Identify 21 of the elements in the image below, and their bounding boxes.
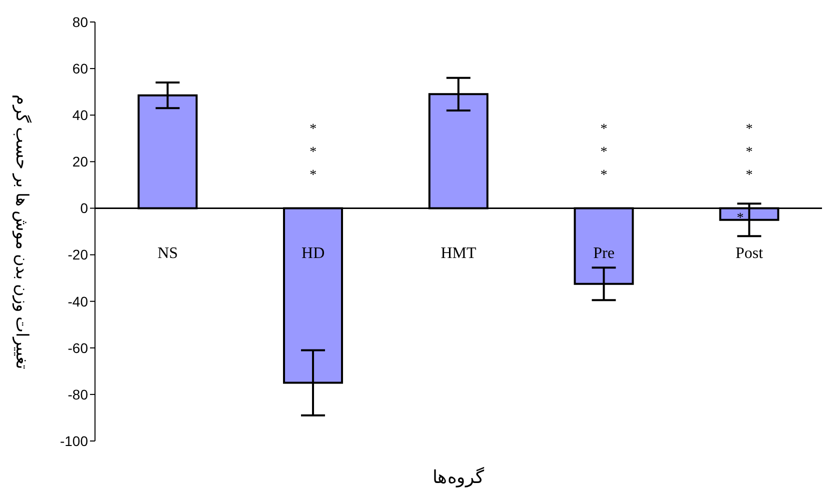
y-axis-title: تغییرات وزن بدن موش ها بر حسب گرم xyxy=(12,94,32,369)
y-tick-label: -40 xyxy=(68,293,88,310)
annotation: *** xyxy=(746,122,753,184)
x-axis-title: گروه‌ها xyxy=(432,466,484,488)
x-tick-label: HMT xyxy=(440,245,476,262)
y-tick-label: -80 xyxy=(68,386,88,402)
y-tick-label: -60 xyxy=(68,340,88,356)
y-tick-label: 0 xyxy=(80,200,88,216)
y-tick-label: 80 xyxy=(72,14,88,30)
y-tick-label: -20 xyxy=(68,246,88,263)
x-tick-label: Pre xyxy=(593,245,615,262)
y-tick-label: 20 xyxy=(72,154,88,170)
annotation: *** xyxy=(310,122,317,184)
x-tick-label: NS xyxy=(157,245,178,262)
annotation: * xyxy=(736,210,744,226)
y-tick-label: 60 xyxy=(72,60,88,77)
y-tick-label: -100 xyxy=(60,432,88,449)
x-tick-label: Post xyxy=(736,245,764,262)
annotation: *** xyxy=(600,122,608,184)
y-tick-label: 40 xyxy=(72,107,88,124)
x-tick-label: HD xyxy=(302,245,325,262)
